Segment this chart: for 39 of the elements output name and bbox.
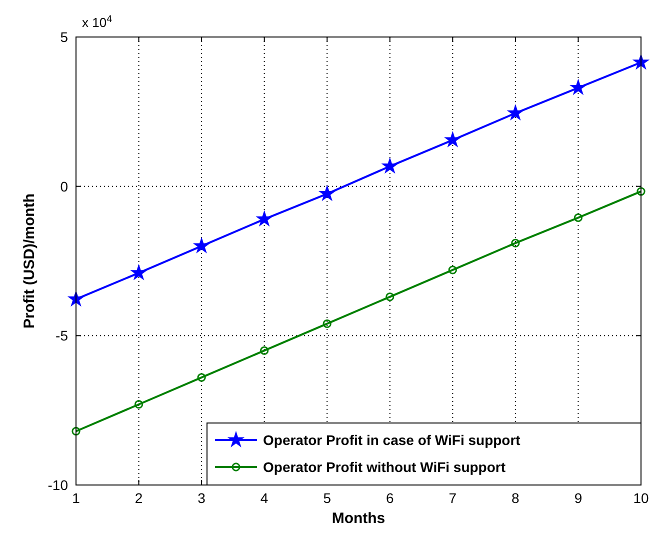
point: [382, 158, 397, 172]
x-axis-title: Months: [332, 510, 386, 527]
point: [636, 187, 646, 196]
x-tick-label: 8: [512, 490, 520, 506]
x-tick-label: 9: [574, 490, 582, 506]
point: [634, 54, 648, 69]
x-tick-label: 7: [448, 490, 457, 506]
y-tick-label: 5: [60, 29, 68, 45]
point: [134, 400, 144, 409]
point: [197, 373, 206, 382]
x-tick-label: 4: [260, 490, 268, 506]
x-tick-label: 6: [386, 490, 394, 506]
point: [574, 213, 583, 222]
point: [446, 132, 460, 146]
x-tick-label: 10: [633, 490, 649, 506]
x-tick-label: 3: [198, 490, 206, 506]
point: [448, 266, 457, 274]
point: [571, 80, 586, 94]
point: [194, 238, 209, 252]
x-tick-label: 1: [72, 490, 80, 506]
point: [386, 292, 394, 302]
point: [322, 319, 332, 328]
point: [257, 212, 272, 226]
y-tick-label: -5: [56, 328, 68, 344]
point: [68, 292, 84, 306]
y-tick-label: 0: [60, 178, 68, 194]
point: [320, 186, 334, 200]
y-tick-label: -10: [48, 477, 68, 493]
point: [508, 106, 523, 120]
legend-label: Operator Profit without WiFi support: [263, 459, 506, 475]
legend-label: Operator Profit in case of WiFi support: [263, 432, 521, 448]
point: [511, 238, 520, 248]
point: [132, 266, 146, 280]
x-tick-label: 2: [134, 490, 143, 506]
point: [260, 346, 269, 355]
x-tick-label: 5: [323, 490, 332, 506]
point: [72, 426, 80, 436]
y-axis-title: Profit (USD)/month: [21, 194, 38, 328]
text: x 10$^{4}$: [82, 14, 113, 30]
